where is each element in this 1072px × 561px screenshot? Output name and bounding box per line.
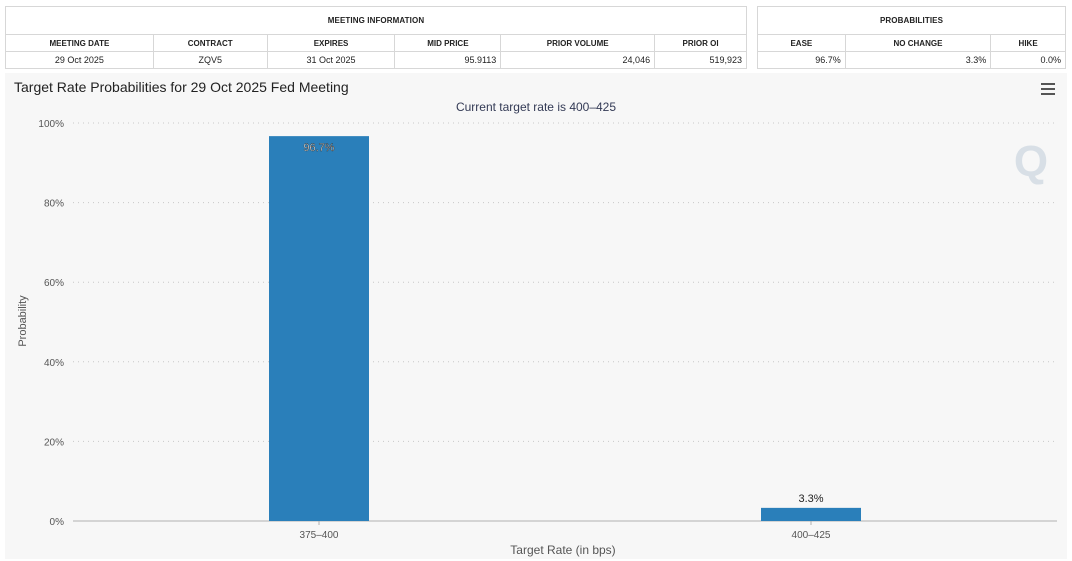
data-label: 3.3% [798, 493, 823, 505]
hamburger-menu-icon[interactable] [1041, 83, 1055, 95]
header-prior-volume: PRIOR VOLUME [500, 34, 656, 52]
y-tick-label: 80% [44, 199, 64, 210]
header-prior-oi: PRIOR OI [654, 34, 747, 52]
header-ease: EASE [757, 34, 846, 52]
header-no-change: NO CHANGE [844, 34, 992, 52]
y-tick-label: 100% [38, 119, 64, 130]
x-tick-label: 375–400 [300, 530, 339, 541]
x-tick-label: 400–425 [792, 530, 831, 541]
cell-meeting-date: 29 Oct 2025 [5, 51, 154, 69]
cell-contract: ZQV5 [152, 51, 268, 69]
header-hike: HIKE [990, 34, 1066, 52]
header-meeting-date: MEETING DATE [5, 34, 154, 52]
bar [761, 507, 861, 521]
y-tick-label: 0% [50, 517, 65, 528]
header-contract: CONTRACT [152, 34, 268, 52]
probabilities-table: PROBABILITIES EASE NO CHANGE HIKE 96.7% … [757, 6, 1066, 69]
meeting-information-table: MEETING INFORMATION MEETING DATE CONTRAC… [5, 6, 747, 69]
bar [269, 136, 369, 521]
cell-hike: 0.0% [990, 51, 1066, 69]
cell-expires: 31 Oct 2025 [266, 51, 396, 69]
chart-panel: Target Rate Probabilities for 29 Oct 202… [5, 73, 1067, 559]
header-expires: EXPIRES [266, 34, 396, 52]
cell-no-change: 3.3% [844, 51, 992, 69]
y-axis-label: Probability [17, 295, 29, 347]
data-label: 96.7% [303, 142, 334, 154]
cell-mid-price: 95.9113 [394, 51, 502, 69]
cell-prior-volume: 24,046 [500, 51, 656, 69]
y-tick-label: 60% [44, 278, 64, 289]
q-logo-icon: Q [1014, 137, 1048, 186]
svg-text:Q: Q [1014, 137, 1048, 186]
cell-ease: 96.7% [757, 51, 846, 69]
chart-subtitle: Current target rate is 400–425 [455, 100, 617, 114]
meeting-information-title: MEETING INFORMATION [5, 6, 747, 35]
probabilities-title: PROBABILITIES [757, 6, 1066, 35]
chart-title: Target Rate Probabilities for 29 Oct 202… [14, 79, 349, 95]
y-tick-label: 40% [44, 358, 64, 369]
bar-chart: Q 0% 20% 40% 60% 80% 100% 96.7% 3.3% 375–400 40… [17, 119, 1057, 557]
cell-prior-oi: 519,923 [654, 51, 747, 69]
header-mid-price: MID PRICE [394, 34, 502, 52]
x-axis-label: Target Rate (in bps) [510, 543, 615, 557]
y-tick-label: 20% [44, 437, 64, 448]
